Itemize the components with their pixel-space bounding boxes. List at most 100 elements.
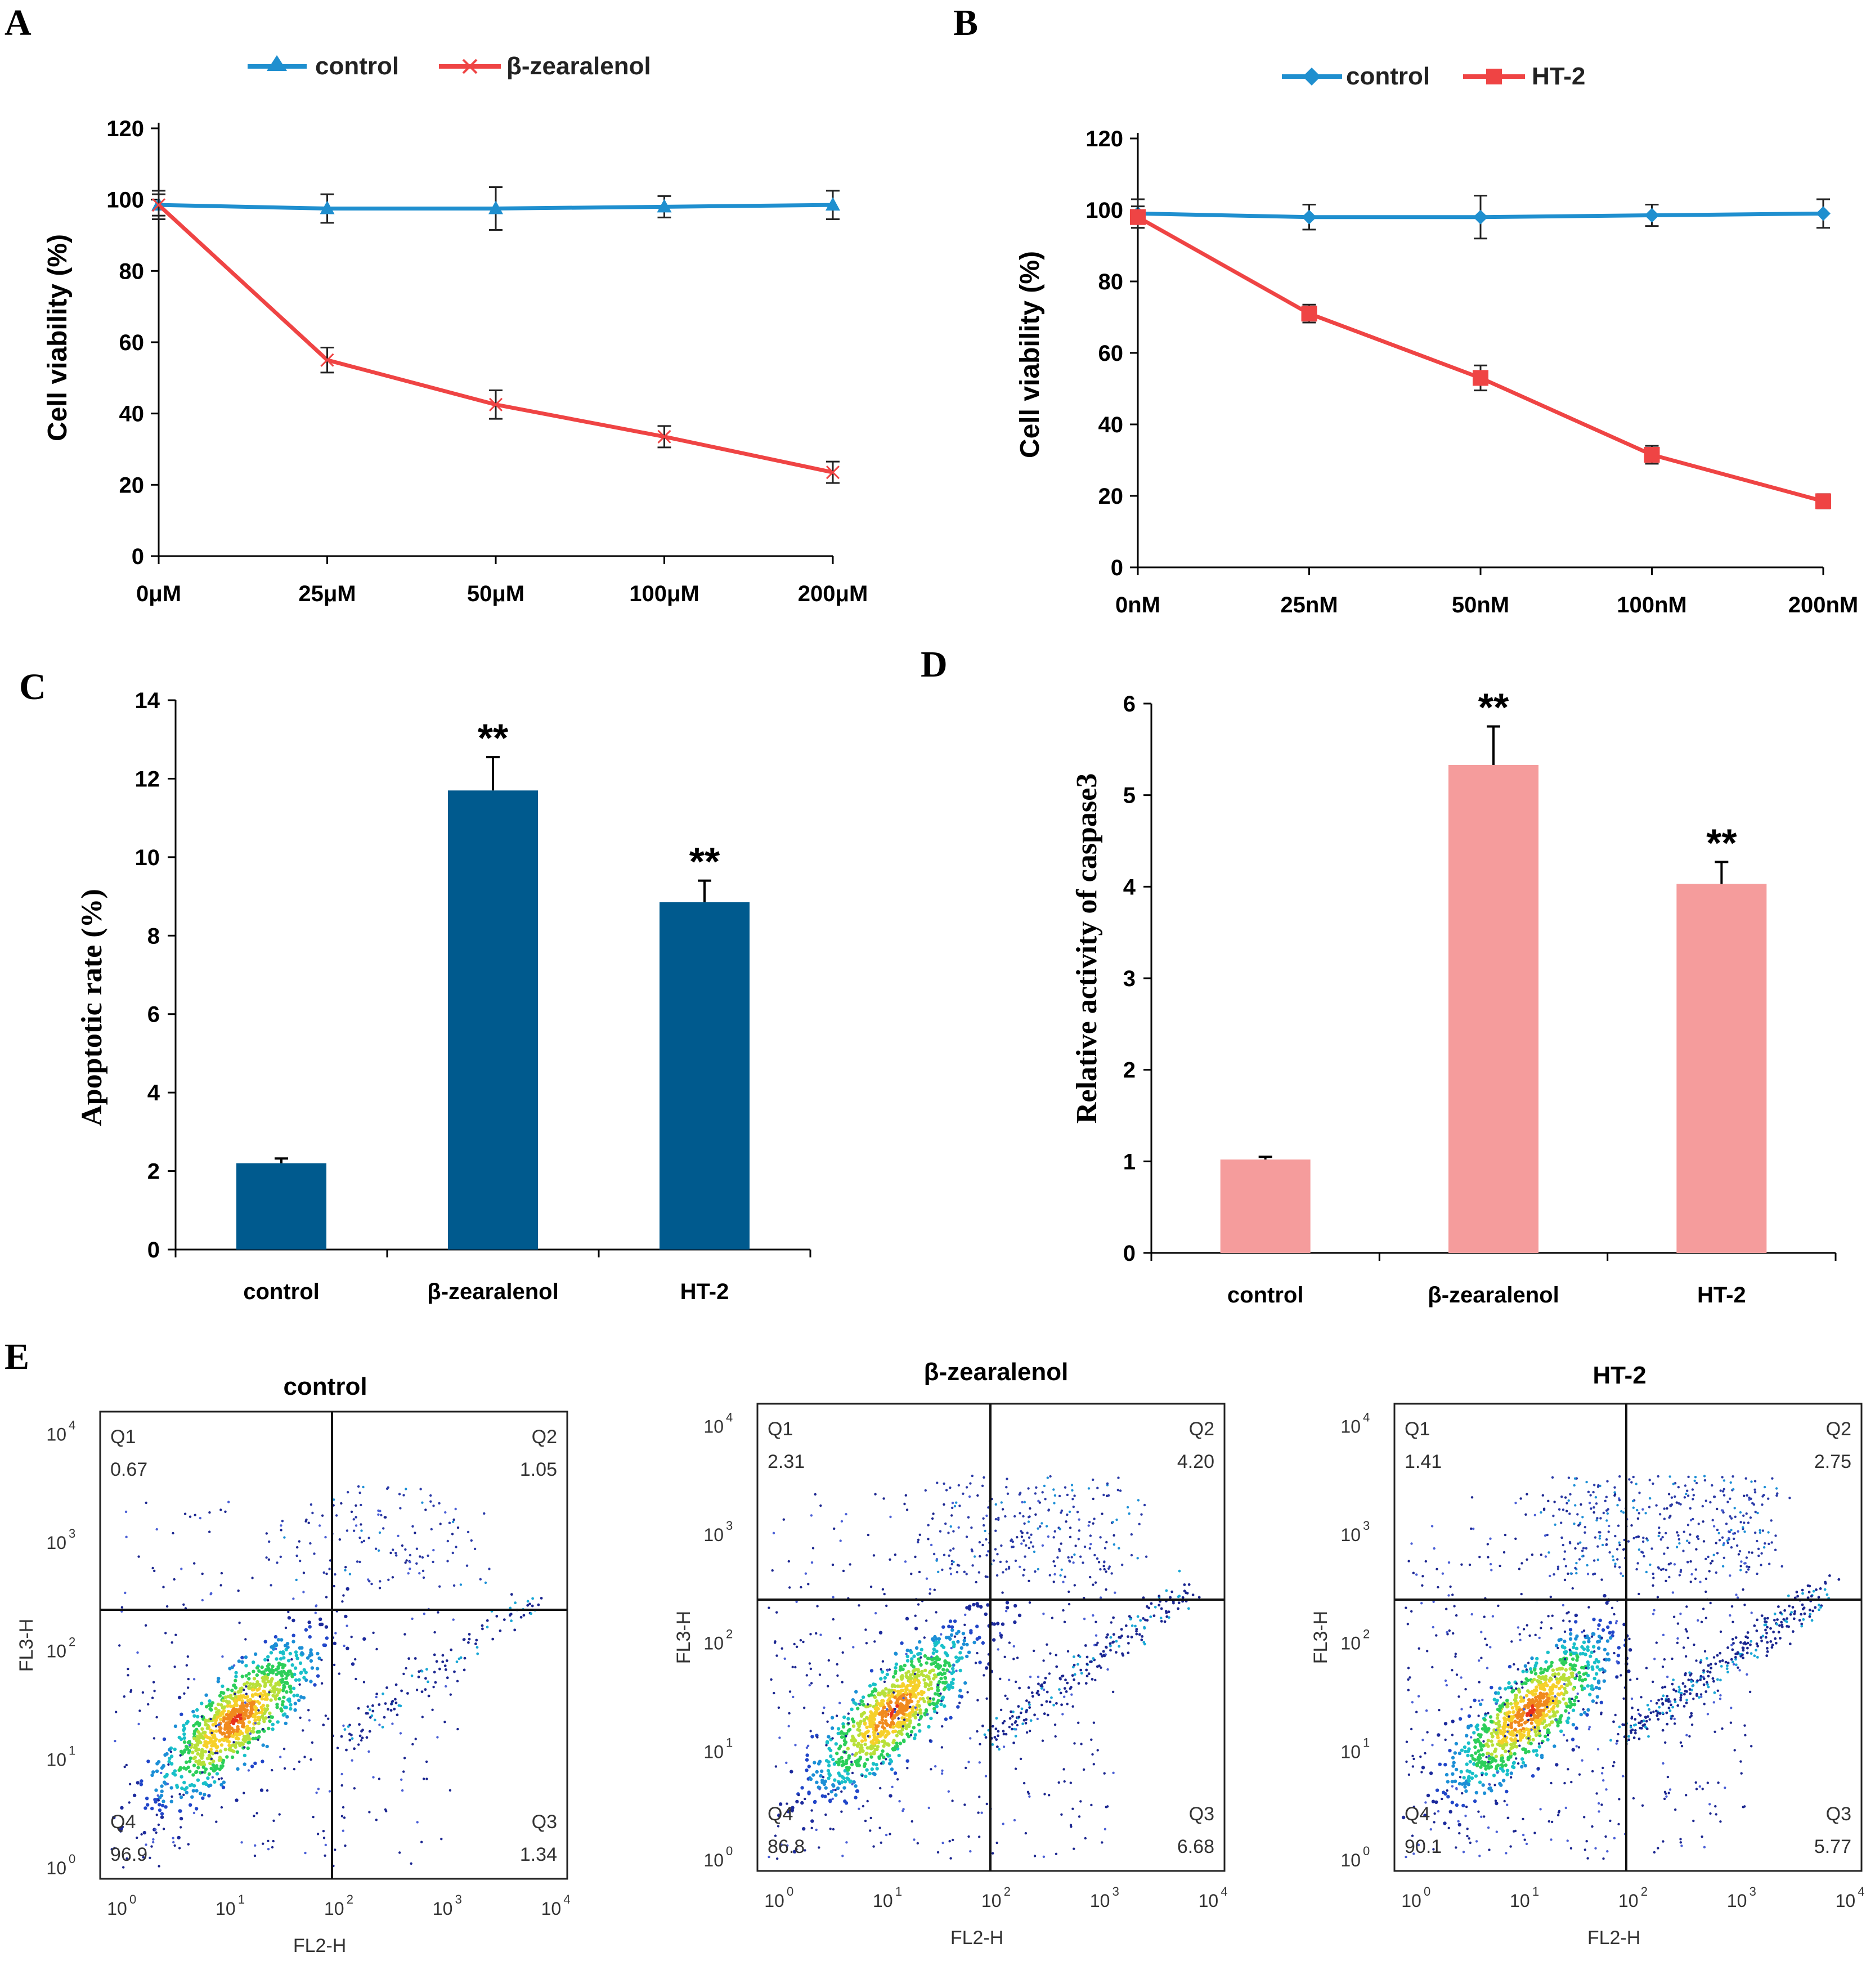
flow-event	[1523, 1721, 1527, 1725]
flow-event	[869, 1752, 873, 1756]
flow-event	[846, 1729, 851, 1733]
flow-event	[889, 1558, 891, 1561]
flow-event	[261, 1759, 264, 1763]
flow-event	[818, 1788, 821, 1790]
flow-event	[947, 1532, 950, 1534]
flow-event	[209, 1708, 213, 1712]
flow-event	[774, 1640, 777, 1643]
flow-event	[945, 1489, 948, 1492]
flow-event	[1558, 1717, 1562, 1721]
flow-event	[142, 1830, 146, 1835]
flow-event	[499, 1629, 502, 1632]
flow-event	[1711, 1560, 1714, 1562]
flow-event	[451, 1533, 454, 1535]
flow-event	[343, 1728, 347, 1731]
flow-event	[824, 1813, 827, 1816]
flow-event	[399, 1507, 402, 1510]
flow-event	[1516, 1716, 1520, 1720]
flow-event	[1529, 1741, 1533, 1745]
flow-event	[999, 1677, 1002, 1680]
flow-event	[204, 1735, 209, 1739]
flow-event	[1438, 1709, 1441, 1712]
y-decade-exponent: 1	[726, 1735, 733, 1749]
flow-event	[1019, 1512, 1021, 1515]
flow-event	[1660, 1568, 1663, 1571]
flow-event	[881, 1699, 885, 1703]
flow-event	[351, 1759, 353, 1762]
flow-event	[1639, 1714, 1642, 1717]
flow-event	[948, 1671, 951, 1673]
flow-event	[261, 1714, 264, 1718]
flow-event	[271, 1722, 275, 1726]
flow-event	[227, 1720, 231, 1724]
flow-event	[247, 1684, 251, 1689]
flow-event	[304, 1671, 308, 1674]
flow-event	[182, 1766, 186, 1770]
flow-event	[245, 1703, 249, 1707]
flow-event	[1558, 1667, 1562, 1671]
flow-event	[1017, 1716, 1021, 1719]
flow-event	[341, 1600, 344, 1603]
flow-event	[1689, 1560, 1692, 1563]
flow-event	[309, 1648, 313, 1652]
flow-event	[1743, 1805, 1746, 1808]
flow-event	[907, 1714, 911, 1718]
flow-event	[1613, 1651, 1616, 1655]
flow-event	[324, 1714, 327, 1717]
flow-event	[1016, 1723, 1019, 1727]
flow-event	[1466, 1776, 1470, 1780]
flow-event	[1538, 1729, 1541, 1732]
flow-event	[1508, 1664, 1512, 1669]
y-tick-label: 120	[106, 117, 144, 141]
flow-event	[928, 1592, 931, 1595]
flow-event	[1532, 1708, 1536, 1712]
flow-event	[404, 1548, 407, 1551]
flow-event	[905, 1676, 909, 1680]
flow-event	[404, 1561, 407, 1564]
flow-event	[1640, 1696, 1643, 1699]
flow-event	[1001, 1622, 1005, 1626]
flow-event	[935, 1658, 940, 1662]
flow-ylabel: FL3-H	[16, 1619, 37, 1672]
flow-event	[910, 1657, 914, 1661]
flow-event	[886, 1708, 889, 1711]
panel-label-a: A	[5, 2, 32, 43]
flow-event	[215, 1711, 219, 1714]
flow-event	[936, 1672, 940, 1676]
flow-event	[1524, 1750, 1528, 1754]
flow-event	[920, 1669, 924, 1674]
flow-event	[914, 1627, 918, 1631]
flow-event	[1049, 1475, 1052, 1478]
flow-event	[1060, 1511, 1062, 1514]
flow-event	[1457, 1751, 1462, 1756]
flow-event	[1062, 1768, 1065, 1771]
flow-event	[898, 1706, 902, 1710]
chart-d-ylabel: Relative activity of caspase3	[1071, 773, 1103, 1123]
flow-event	[935, 1642, 939, 1646]
flow-event	[222, 1716, 226, 1720]
flow-event	[853, 1739, 858, 1743]
flow-event	[157, 1823, 160, 1826]
flow-event	[865, 1757, 869, 1762]
flow-event	[965, 1654, 969, 1659]
flow-event	[1748, 1565, 1751, 1569]
flow-event	[195, 1734, 199, 1738]
y-decade-exponent: 2	[726, 1627, 733, 1641]
flow-event	[324, 1625, 329, 1629]
flow-event	[1130, 1636, 1133, 1639]
flow-event	[1026, 1532, 1029, 1534]
flow-event	[347, 1491, 349, 1494]
flow-event	[1582, 1629, 1586, 1632]
x-tick-label: 25μM	[298, 581, 356, 606]
flow-event	[1719, 1820, 1722, 1823]
flow-event	[896, 1684, 900, 1688]
flow-event	[1105, 1646, 1108, 1649]
flow-event	[939, 1530, 942, 1533]
flow-event	[476, 1652, 479, 1655]
flow-event	[1489, 1646, 1492, 1649]
flow-event	[906, 1767, 909, 1770]
flow-event	[1548, 1702, 1552, 1706]
flow-event	[894, 1711, 896, 1713]
flow-event	[227, 1723, 231, 1727]
flow-event	[1564, 1668, 1568, 1672]
